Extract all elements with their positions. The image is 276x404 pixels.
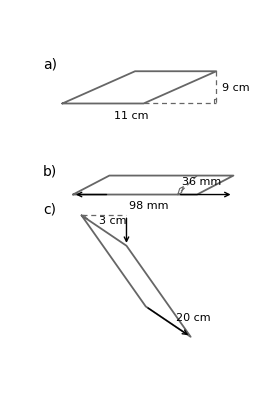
Text: 3 cm: 3 cm xyxy=(99,216,126,226)
Text: 98 mm: 98 mm xyxy=(129,201,169,211)
Text: 36 mm: 36 mm xyxy=(182,177,221,187)
Text: 9 cm: 9 cm xyxy=(222,82,249,93)
Text: a): a) xyxy=(43,58,57,72)
Text: c): c) xyxy=(43,202,56,216)
Text: 11 cm: 11 cm xyxy=(113,111,148,121)
Text: 20 cm: 20 cm xyxy=(176,313,210,323)
Text: b): b) xyxy=(43,164,57,178)
